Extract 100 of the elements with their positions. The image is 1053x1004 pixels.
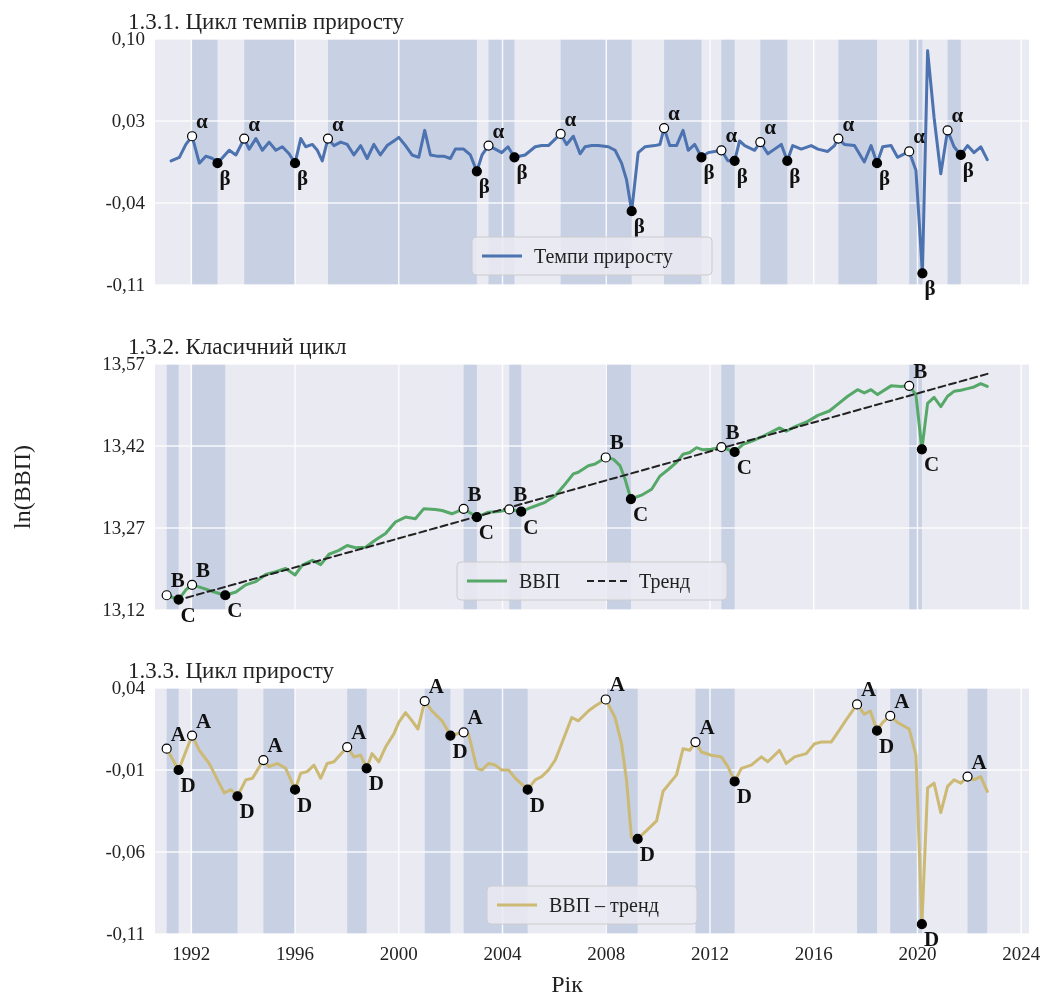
point [471, 511, 482, 523]
point [322, 133, 334, 144]
point [483, 140, 494, 151]
annotation: β [924, 276, 936, 301]
point [361, 763, 372, 774]
legend-label: ВВП – тренд [549, 894, 659, 917]
annotation: B [609, 430, 624, 455]
point [212, 158, 223, 169]
point [632, 833, 643, 844]
annotation: β [219, 166, 231, 191]
y-tick-label: 13,27 [102, 517, 145, 538]
point [173, 764, 184, 776]
point [833, 133, 844, 144]
annotation: B [467, 481, 482, 506]
point [458, 503, 469, 514]
point [445, 730, 456, 741]
x-tick-label: 1992 [172, 943, 211, 964]
annotation: β [297, 166, 309, 191]
point [173, 594, 184, 605]
legend-label: Темпи приросту [534, 245, 673, 268]
point [471, 166, 482, 177]
annotation: α [725, 123, 738, 148]
point [904, 380, 915, 391]
point [782, 155, 793, 166]
point [696, 152, 707, 163]
y-tick-label: -0,01 [105, 759, 145, 780]
point [729, 776, 740, 787]
annotation: B [170, 568, 185, 593]
annotation: α [196, 109, 209, 134]
y-tick-label: 13,42 [102, 435, 145, 456]
annotation: α [331, 111, 344, 136]
annotation: C [736, 455, 752, 480]
annotation: A [609, 672, 626, 697]
point [851, 699, 863, 710]
point [917, 268, 928, 279]
point [600, 452, 611, 463]
annotation: α [764, 115, 777, 140]
point [600, 694, 611, 705]
point [186, 579, 198, 590]
point [729, 446, 740, 458]
point [161, 743, 172, 754]
point [659, 122, 670, 134]
point [419, 696, 430, 707]
y-axis-title: ln(ВВП) [9, 445, 35, 529]
annotation: A [267, 733, 284, 758]
point [522, 784, 533, 795]
annotation: β [703, 160, 715, 185]
point [258, 755, 269, 766]
annotation: α [951, 103, 964, 128]
annotation: D [452, 738, 468, 763]
point [871, 725, 883, 736]
annotation: D [239, 799, 255, 824]
annotation: A [467, 705, 484, 730]
x-tick-label: 2004 [483, 943, 523, 964]
point [690, 737, 701, 748]
point [516, 506, 527, 517]
point [239, 133, 250, 144]
y-tick-label: -0,11 [106, 274, 145, 295]
y-tick-label: 0,04 [111, 677, 146, 698]
x-tick-label: 2008 [587, 943, 626, 964]
point [161, 590, 172, 601]
point [716, 441, 727, 453]
annotation: D [879, 733, 895, 758]
annotation: α [668, 101, 681, 126]
annotation: C [227, 598, 243, 623]
point [716, 145, 727, 156]
annotation: D [368, 771, 384, 796]
point [626, 206, 637, 217]
y-tick-label: 13,57 [102, 353, 145, 374]
point [885, 710, 896, 721]
annotation: A [351, 720, 368, 745]
point [916, 919, 927, 930]
y-tick-label: -0,04 [105, 192, 146, 213]
y-tick-label: 0,10 [111, 28, 145, 49]
annotation: α [842, 111, 855, 136]
annotation: α [913, 124, 926, 149]
point [289, 158, 301, 169]
point [342, 741, 353, 753]
annotation: α [248, 111, 261, 136]
annotation: β [736, 163, 748, 188]
annotation: C [923, 452, 940, 477]
annotation: C [523, 514, 539, 539]
annotation: D [639, 841, 655, 866]
annotation: β [516, 160, 528, 185]
y-tick-label: 13,12 [102, 599, 145, 620]
point [509, 152, 520, 163]
x-axis-title: Рік [551, 971, 584, 997]
point [289, 784, 301, 795]
point [729, 155, 740, 166]
annotation: β [789, 163, 801, 188]
annotation: β [633, 214, 645, 239]
x-tick-label: 2000 [379, 943, 418, 964]
annotation: A [428, 674, 445, 699]
point [871, 158, 883, 169]
annotation: A [861, 677, 878, 702]
annotation: A [971, 749, 988, 774]
point [220, 590, 231, 601]
annotation: D [736, 784, 752, 809]
annotation: A [699, 715, 716, 740]
x-tick-label: 2012 [691, 943, 729, 964]
